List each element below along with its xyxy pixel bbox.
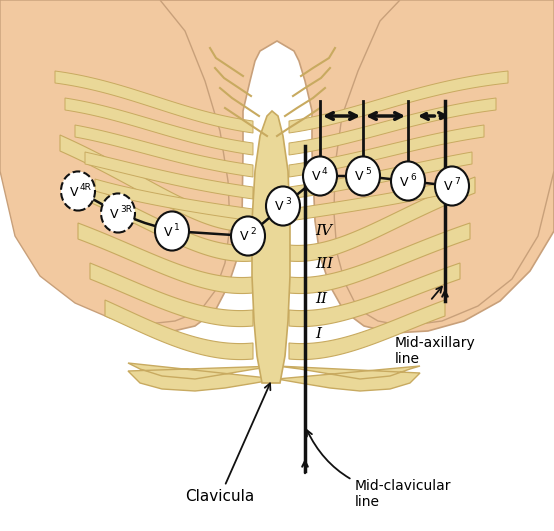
Text: V: V	[274, 201, 283, 213]
Polygon shape	[289, 98, 496, 155]
Polygon shape	[289, 152, 472, 199]
Polygon shape	[289, 300, 445, 359]
Polygon shape	[65, 98, 253, 155]
Ellipse shape	[391, 161, 425, 201]
Polygon shape	[289, 263, 460, 327]
Text: V: V	[110, 208, 118, 220]
Polygon shape	[289, 177, 475, 261]
Ellipse shape	[231, 217, 265, 255]
Polygon shape	[68, 177, 253, 261]
Polygon shape	[0, 0, 554, 333]
Text: 4R: 4R	[80, 183, 92, 192]
Text: V: V	[239, 230, 248, 244]
Ellipse shape	[346, 157, 380, 195]
Polygon shape	[105, 300, 253, 359]
Polygon shape	[252, 111, 290, 383]
Text: 3: 3	[285, 198, 291, 207]
Text: II: II	[315, 292, 327, 306]
Polygon shape	[334, 0, 554, 326]
Polygon shape	[289, 223, 470, 294]
Text: Mid-clavicular
line: Mid-clavicular line	[307, 430, 452, 509]
Polygon shape	[95, 179, 253, 221]
Text: 3R: 3R	[120, 204, 132, 213]
Polygon shape	[90, 263, 253, 327]
Polygon shape	[75, 125, 253, 177]
Polygon shape	[277, 366, 420, 391]
Ellipse shape	[101, 193, 135, 233]
Text: 7: 7	[454, 177, 460, 186]
Ellipse shape	[303, 157, 337, 195]
Polygon shape	[289, 179, 460, 221]
Ellipse shape	[61, 172, 95, 211]
Text: V: V	[399, 176, 408, 189]
Ellipse shape	[266, 186, 300, 226]
Text: 2: 2	[250, 227, 255, 236]
Text: Mid-axillary
line: Mid-axillary line	[395, 336, 476, 366]
Polygon shape	[289, 71, 508, 133]
Text: V: V	[355, 170, 363, 184]
Text: I: I	[315, 327, 321, 341]
Polygon shape	[289, 125, 484, 177]
Ellipse shape	[435, 166, 469, 205]
Text: V: V	[163, 226, 172, 238]
Polygon shape	[78, 223, 253, 294]
Text: V: V	[444, 181, 452, 193]
Polygon shape	[60, 135, 253, 232]
Text: 1: 1	[174, 222, 179, 232]
Text: 4: 4	[322, 167, 327, 176]
Text: 6: 6	[410, 173, 416, 182]
Text: 5: 5	[365, 167, 371, 176]
Polygon shape	[0, 0, 230, 324]
Text: III: III	[315, 257, 333, 271]
Text: Clavicula: Clavicula	[186, 383, 270, 504]
Polygon shape	[128, 363, 277, 391]
Ellipse shape	[155, 211, 189, 251]
Text: V: V	[311, 170, 320, 184]
Polygon shape	[55, 71, 253, 133]
Text: IV: IV	[315, 224, 332, 238]
Polygon shape	[85, 152, 253, 199]
Text: V: V	[69, 185, 78, 199]
